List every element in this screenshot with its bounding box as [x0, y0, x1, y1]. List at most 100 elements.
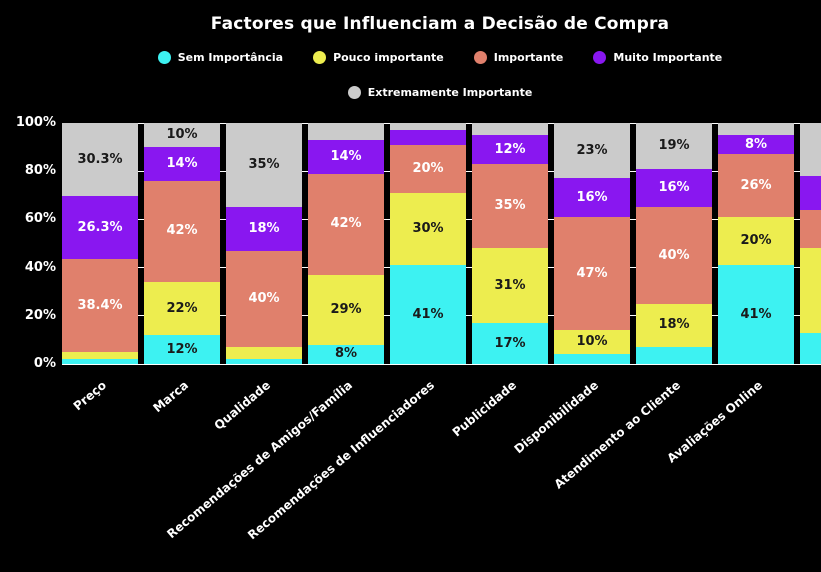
bar-segment — [62, 351, 138, 360]
bar-segment — [636, 347, 712, 364]
bar-segment — [554, 123, 630, 179]
y-tick-label: 40% — [24, 259, 56, 275]
bar-segment-label: 18% — [658, 317, 690, 333]
bar-segment — [144, 123, 220, 148]
bar-segment — [144, 335, 220, 364]
bar: 41% 30% 20% — [390, 123, 466, 364]
bar-segment — [718, 135, 794, 155]
bar-segment — [636, 168, 712, 208]
bar-segment-label: 41% — [740, 306, 772, 322]
bar-segment — [144, 147, 220, 181]
bar-segment — [62, 359, 138, 364]
legend-label: Muito Importante — [613, 51, 723, 64]
bar-segment — [636, 123, 712, 169]
bar-segment — [800, 332, 821, 364]
bar-segment — [308, 344, 384, 364]
bar-segment — [390, 123, 466, 131]
y-tick-label: 20% — [24, 307, 56, 323]
bar-segment — [390, 192, 466, 266]
legend-swatch-icon — [593, 51, 607, 64]
bar-segment-label: 14% — [330, 148, 362, 164]
bar-segment — [226, 207, 302, 251]
bar-segment-label: 10% — [166, 127, 198, 143]
bar-segment-label: 31% — [494, 277, 526, 293]
bar-segment-label: 19% — [658, 137, 690, 153]
bar-segment — [144, 180, 220, 283]
bar-segment — [308, 139, 384, 174]
bar-segment-label: 26% — [740, 177, 772, 193]
bar-segment — [718, 265, 794, 364]
bar-segment-label: 22% — [166, 300, 198, 316]
bar-segment-label: 35% — [494, 198, 526, 214]
bar-segment — [226, 250, 302, 348]
x-category-label: Preço — [70, 378, 109, 414]
bar-segment — [718, 123, 794, 136]
legend-swatch-icon — [313, 51, 327, 64]
legend-row-2: Extremamente Importante — [0, 86, 821, 99]
bar-segment-label: 20% — [412, 160, 444, 176]
bar-segment-label: 29% — [330, 301, 362, 317]
bar-segment-label: 8% — [744, 136, 768, 152]
bar-segment-label: 38.4% — [77, 297, 123, 313]
plot-area: 38.4% 26.3% 30.3% 12% 22% 42% 14% 10% 40% 18% 35% 8… — [62, 122, 821, 365]
bar-segment — [226, 123, 302, 208]
legend-swatch-icon — [473, 51, 487, 64]
bar-segment — [226, 347, 302, 360]
legend-item[interactable]: Muito Importante — [593, 51, 722, 64]
legend-item[interactable]: Extremamente Importante — [347, 86, 533, 99]
bar-segment-label: 14% — [166, 155, 198, 171]
bar-segment — [226, 359, 302, 364]
bar-segment — [554, 330, 630, 355]
bar-segment — [308, 274, 384, 345]
y-tick-label: 100% — [15, 115, 56, 130]
bar-segment — [390, 265, 466, 364]
legend-label: Sem Importância — [177, 51, 284, 64]
bar: 40% 18% 35% — [226, 123, 302, 364]
bar-segment — [472, 123, 548, 136]
bar-segment — [800, 209, 821, 249]
bar: 12% 22% 42% 14% 10% — [144, 123, 220, 364]
bar-segment-label: 16% — [788, 220, 821, 238]
bar-segment-label: 17% — [494, 335, 526, 351]
bar-segment-label: 42% — [330, 216, 362, 232]
bar-segment — [800, 248, 821, 333]
bar: 10% 47% 16% 23% — [554, 123, 630, 364]
legend-swatch-icon — [347, 86, 361, 99]
bar-segment — [800, 123, 821, 177]
bar-segment — [718, 217, 794, 266]
legend-item[interactable]: Pouco importante — [313, 51, 444, 64]
bar-segment — [636, 303, 712, 348]
legend-row-1: Sem Importância Pouco importante Important… — [0, 51, 821, 64]
legend-item[interactable]: Importante — [473, 51, 563, 64]
bar-segment-label: 12% — [494, 141, 526, 157]
bar-segment-label: 40% — [248, 290, 280, 306]
legend-swatch-icon — [157, 51, 171, 64]
bar-segment — [390, 144, 466, 193]
bar-segment — [636, 207, 712, 304]
bar-segment-label: 30% — [412, 221, 444, 237]
gridline — [62, 122, 821, 124]
bar-segment — [472, 248, 548, 324]
bar-segment — [144, 282, 220, 336]
y-tick-label: 80% — [24, 163, 56, 179]
bar-segment-label: 35% — [788, 282, 821, 300]
gridline — [62, 363, 821, 365]
legend-item[interactable]: Sem Importância — [157, 51, 284, 64]
y-tick-label: 60% — [24, 211, 56, 227]
bar-segment — [390, 130, 466, 145]
bar-segment-label: 40% — [658, 247, 690, 263]
bar-segment — [308, 173, 384, 275]
bar: 18% 40% 16% 19% — [636, 123, 712, 364]
bar: 8% 29% 42% 14% — [308, 123, 384, 364]
bar-segment-label: 42% — [166, 223, 198, 239]
bar-segment-label: 16% — [576, 189, 608, 205]
bar-segment — [472, 163, 548, 249]
bar-segment-label: 35% — [248, 157, 280, 173]
bar-segment — [308, 123, 384, 140]
bar-segment-label: 41% — [412, 306, 444, 322]
bar-segment-label: 23% — [576, 142, 608, 158]
bar-segment-label: 22% — [788, 141, 821, 159]
legend-label: Extremamente Importante — [367, 86, 533, 99]
bar-segment — [472, 135, 548, 164]
